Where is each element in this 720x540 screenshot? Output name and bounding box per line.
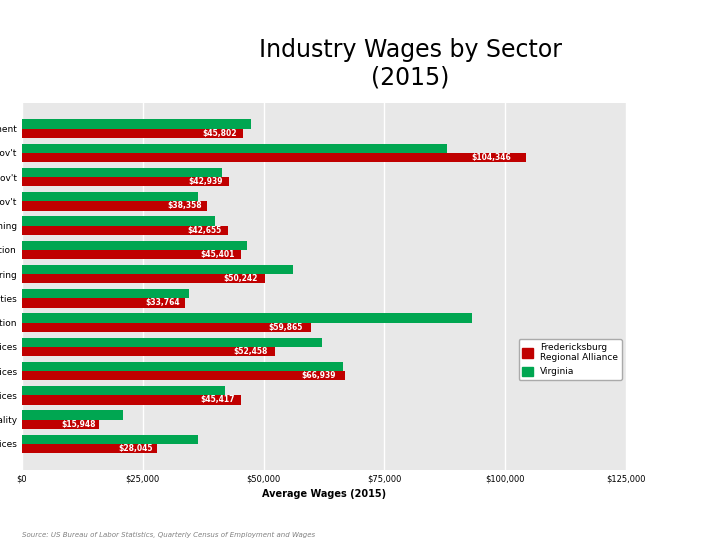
Text: $42,939: $42,939 bbox=[189, 177, 223, 186]
Bar bbox=[22, 144, 447, 153]
Bar bbox=[22, 347, 276, 356]
Bar bbox=[22, 119, 251, 129]
Text: $28,045: $28,045 bbox=[119, 444, 153, 453]
Text: $45,401: $45,401 bbox=[200, 250, 235, 259]
Text: 27: 27 bbox=[680, 503, 711, 523]
Text: 27: 27 bbox=[680, 495, 707, 515]
Bar bbox=[22, 362, 343, 371]
Bar bbox=[22, 226, 228, 235]
Bar bbox=[22, 395, 241, 404]
Bar bbox=[22, 129, 243, 138]
Text: Industry Wages by Sector
(2015): Industry Wages by Sector (2015) bbox=[259, 38, 562, 90]
Bar bbox=[22, 313, 472, 322]
Bar bbox=[22, 177, 230, 186]
Text: $50,242: $50,242 bbox=[223, 274, 257, 283]
Bar bbox=[22, 201, 207, 211]
Text: $45,802: $45,802 bbox=[202, 129, 237, 138]
Bar bbox=[22, 153, 526, 162]
Text: $59,865: $59,865 bbox=[268, 323, 302, 332]
Bar bbox=[22, 338, 322, 347]
Bar bbox=[22, 274, 265, 284]
Bar bbox=[22, 168, 222, 177]
Text: $66,939: $66,939 bbox=[301, 371, 336, 380]
Bar bbox=[22, 435, 198, 444]
Bar bbox=[22, 410, 123, 420]
Text: $104,346: $104,346 bbox=[472, 153, 511, 162]
Text: $45,417: $45,417 bbox=[200, 395, 235, 404]
Bar bbox=[22, 250, 241, 259]
Text: $42,655: $42,655 bbox=[187, 226, 222, 235]
Text: $38,358: $38,358 bbox=[167, 201, 202, 211]
Text: $52,458: $52,458 bbox=[233, 347, 268, 356]
Bar bbox=[22, 192, 198, 201]
Bar bbox=[22, 298, 185, 308]
Bar bbox=[22, 322, 311, 332]
Bar bbox=[22, 420, 99, 429]
Text: Source: US Bureau of Labor Statistics, Quarterly Census of Employment and Wages: Source: US Bureau of Labor Statistics, Q… bbox=[22, 532, 315, 538]
Bar bbox=[22, 217, 215, 226]
Bar bbox=[22, 371, 346, 380]
Bar bbox=[22, 289, 189, 298]
Bar bbox=[22, 241, 246, 250]
Text: $33,764: $33,764 bbox=[145, 299, 180, 307]
Bar bbox=[22, 265, 292, 274]
Text: $15,948: $15,948 bbox=[62, 420, 96, 429]
Bar bbox=[22, 386, 225, 395]
Bar bbox=[22, 444, 157, 453]
Legend: Fredericksburg
Regional Alliance, Virginia: Fredericksburg Regional Alliance, Virgin… bbox=[518, 339, 622, 380]
X-axis label: Average Wages (2015): Average Wages (2015) bbox=[262, 489, 386, 499]
